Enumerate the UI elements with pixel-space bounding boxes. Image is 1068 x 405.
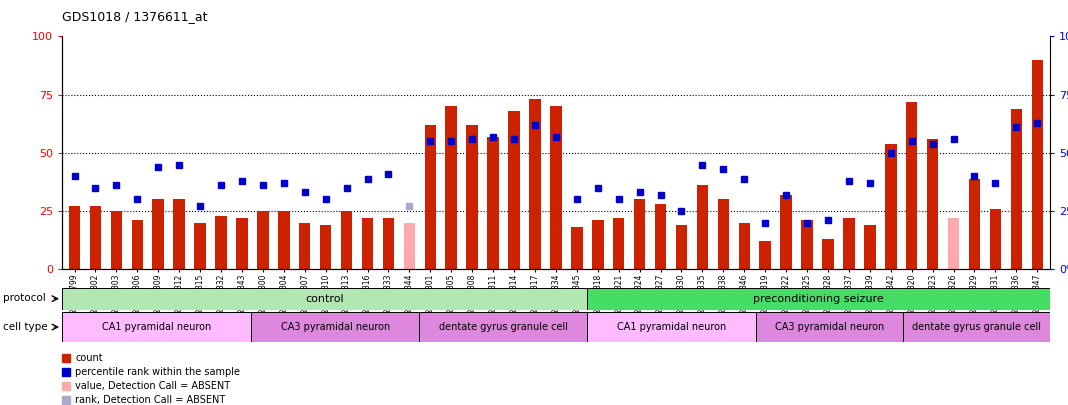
Bar <box>822 239 834 269</box>
Text: CA3 pyramidal neuron: CA3 pyramidal neuron <box>281 322 390 332</box>
Bar <box>613 218 625 269</box>
Bar <box>420 312 587 342</box>
Bar <box>696 185 708 269</box>
Bar <box>62 288 587 310</box>
Bar <box>487 136 499 269</box>
Bar <box>843 218 854 269</box>
Bar <box>508 111 520 269</box>
Bar <box>382 218 394 269</box>
Bar <box>404 223 415 269</box>
Bar <box>131 220 143 269</box>
Bar <box>902 312 1050 342</box>
Text: preconditioning seizure: preconditioning seizure <box>753 294 884 304</box>
Text: control: control <box>305 294 344 304</box>
Bar <box>587 288 1050 310</box>
Bar <box>251 312 420 342</box>
Bar <box>634 200 645 269</box>
Bar <box>257 211 269 269</box>
Bar <box>320 225 331 269</box>
Text: count: count <box>75 353 103 363</box>
Bar <box>111 211 122 269</box>
Bar <box>587 312 755 342</box>
Bar <box>425 125 436 269</box>
Bar <box>1032 60 1043 269</box>
Text: dentate gyrus granule cell: dentate gyrus granule cell <box>912 322 1041 332</box>
Bar <box>550 107 562 269</box>
Bar <box>90 207 101 269</box>
Text: rank, Detection Call = ABSENT: rank, Detection Call = ABSENT <box>75 395 225 405</box>
Text: value, Detection Call = ABSENT: value, Detection Call = ABSENT <box>75 381 231 391</box>
Bar <box>592 220 603 269</box>
Bar <box>467 125 477 269</box>
Text: protocol: protocol <box>3 294 46 303</box>
Bar <box>947 218 959 269</box>
Bar <box>362 218 374 269</box>
Bar <box>194 223 206 269</box>
Bar <box>927 139 939 269</box>
Bar <box>759 241 771 269</box>
Bar <box>62 312 251 342</box>
Bar <box>1010 109 1022 269</box>
Bar <box>173 200 185 269</box>
Bar <box>969 179 980 269</box>
Bar <box>755 312 902 342</box>
Text: CA1 pyramidal neuron: CA1 pyramidal neuron <box>101 322 211 332</box>
Bar <box>341 211 352 269</box>
Bar <box>801 220 813 269</box>
Bar <box>153 200 164 269</box>
Text: GDS1018 / 1376611_at: GDS1018 / 1376611_at <box>62 10 207 23</box>
Text: percentile rank within the sample: percentile rank within the sample <box>75 367 240 377</box>
Bar <box>216 216 226 269</box>
Bar <box>990 209 1001 269</box>
Text: CA3 pyramidal neuron: CA3 pyramidal neuron <box>774 322 883 332</box>
Text: dentate gyrus granule cell: dentate gyrus granule cell <box>439 322 568 332</box>
Bar <box>68 207 80 269</box>
Bar <box>236 218 248 269</box>
Bar <box>445 107 457 269</box>
Bar <box>781 195 791 269</box>
Bar <box>676 225 687 269</box>
Bar <box>571 228 582 269</box>
Bar <box>906 102 917 269</box>
Bar <box>278 211 289 269</box>
Text: cell type: cell type <box>3 322 48 332</box>
Bar <box>718 200 729 269</box>
Bar <box>864 225 876 269</box>
Bar <box>655 204 666 269</box>
Bar <box>299 223 311 269</box>
Bar <box>530 99 540 269</box>
Bar <box>885 144 896 269</box>
Bar <box>738 223 750 269</box>
Text: CA1 pyramidal neuron: CA1 pyramidal neuron <box>617 322 726 332</box>
